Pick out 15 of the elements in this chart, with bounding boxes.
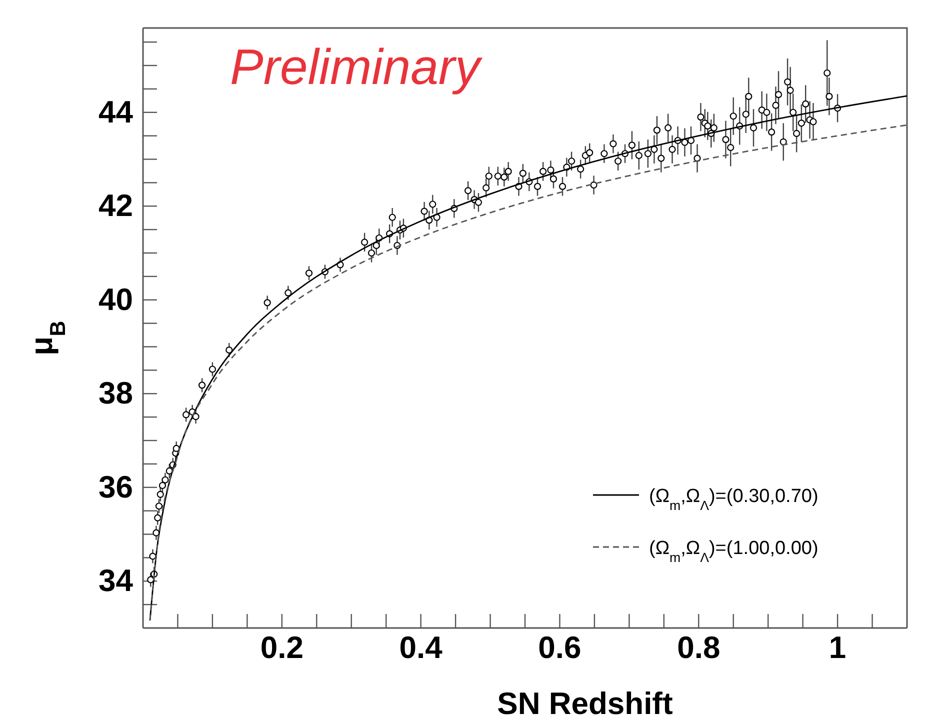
legend-label: (Ω$_{m}$,Ω$_{Λ}$)=(0.30,0.70) xyxy=(649,486,818,512)
annotation: Preliminary xyxy=(230,39,484,95)
y-tick-label: 40 xyxy=(98,282,133,317)
x-tick-label: 0.8 xyxy=(677,630,720,666)
x-tick-label: 0.6 xyxy=(538,630,582,666)
y-tick-label: 42 xyxy=(98,188,133,224)
x-tick-label: 0.4 xyxy=(399,630,444,666)
legend-label: (Ω$_{m}$,Ω$_{Λ}$)=(1.00,0.00) xyxy=(649,538,818,564)
y-tick-label: 44 xyxy=(98,94,134,130)
y-tick-label: 34 xyxy=(98,563,134,598)
x-tick-label: 1 xyxy=(828,630,846,666)
x-axis-title: SN Redshift xyxy=(497,686,673,721)
y-tick-label: 36 xyxy=(98,469,133,504)
y-tick-label: 38 xyxy=(98,376,133,411)
x-tick-label: 0.2 xyxy=(260,630,304,666)
